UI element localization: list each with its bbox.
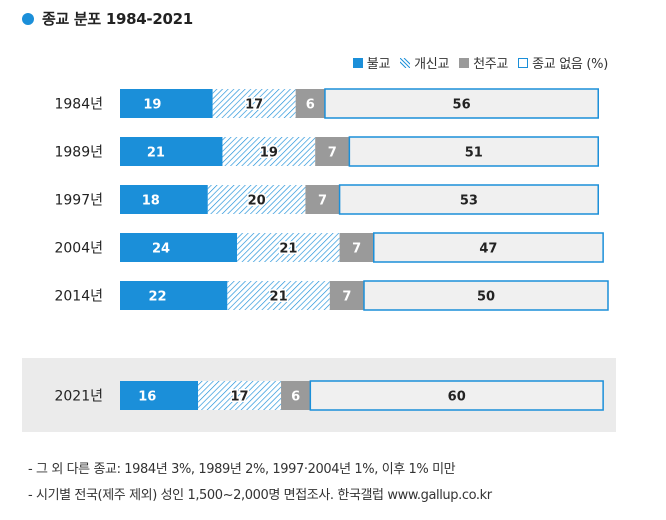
legend-swatch-gray-icon xyxy=(459,57,470,68)
bar-catholic xyxy=(295,89,325,118)
data-label-none: 47 xyxy=(479,242,497,257)
bar-none xyxy=(309,380,604,411)
legend-item-buddhism: 불교 xyxy=(352,53,391,72)
data-label-protestant: 17 xyxy=(245,98,263,113)
bar-none xyxy=(324,88,599,119)
bar-buddhism xyxy=(120,381,199,410)
y-tick-label: 2021년 xyxy=(54,389,103,405)
data-label-buddhism: 18 xyxy=(142,194,160,209)
data-label-catholic: 7 xyxy=(328,146,337,161)
footnote-other-religions: - 그 외 다른 종교: 1984년 3%, 1989년 2%, 1997·20… xyxy=(28,462,456,477)
bar-catholic xyxy=(281,381,311,410)
y-tick-label: 2004년 xyxy=(54,241,103,257)
bar-none xyxy=(373,232,604,263)
bar-none xyxy=(348,136,599,167)
data-label-none: 56 xyxy=(453,98,471,113)
bar-catholic xyxy=(339,233,374,262)
data-label-buddhism: 16 xyxy=(138,390,156,405)
data-label-none: 50 xyxy=(477,290,495,305)
legend-item-catholic: 천주교 xyxy=(459,53,508,72)
bar-protestant xyxy=(198,381,282,410)
footnote-source: - 시기별 전국(제주 제외) 성인 1,500~2,000명 면접조사. 한국… xyxy=(28,488,492,503)
bar-protestant xyxy=(207,185,306,214)
legend-swatch-solid-icon xyxy=(352,57,363,68)
bar-protestant xyxy=(237,233,340,262)
data-label-protestant: 20 xyxy=(248,194,266,209)
legend-item-none: 종교 없음 (%) xyxy=(518,53,608,72)
data-label-buddhism: 24 xyxy=(152,242,170,257)
data-label-catholic: 7 xyxy=(352,242,361,257)
bar-none xyxy=(338,184,599,215)
bar-buddhism xyxy=(120,281,228,310)
bar-buddhism xyxy=(120,137,223,166)
bar-protestant xyxy=(227,281,330,310)
data-label-protestant: 21 xyxy=(279,242,297,257)
data-label-buddhism: 19 xyxy=(143,98,161,113)
bar-protestant xyxy=(212,89,296,118)
y-tick-label: 2014년 xyxy=(54,289,103,305)
bar-protestant xyxy=(222,137,316,166)
legend-label-buddhism: 불교 xyxy=(366,57,391,72)
data-label-buddhism: 21 xyxy=(147,146,165,161)
bar-catholic xyxy=(315,137,350,166)
bar-buddhism xyxy=(120,89,213,118)
data-label-buddhism: 22 xyxy=(149,290,167,305)
data-label-catholic: 6 xyxy=(306,98,315,113)
data-label-protestant: 17 xyxy=(231,390,249,405)
bar-none xyxy=(363,280,609,311)
bar-buddhism xyxy=(120,233,238,262)
y-tick-label: 1997년 xyxy=(54,193,103,209)
data-label-catholic: 6 xyxy=(291,390,300,405)
legend: 불교 개신교 천주교 종교 없음 (%) xyxy=(343,53,608,72)
data-label-protestant: 19 xyxy=(260,146,278,161)
data-label-catholic: 7 xyxy=(318,194,327,209)
y-tick-label: 1984년 xyxy=(54,97,103,113)
bar-buddhism xyxy=(120,185,208,214)
legend-swatch-outline-icon xyxy=(518,57,529,68)
chart-title: 종교 분포 1984-2021 xyxy=(22,8,193,29)
title-bullet-icon xyxy=(22,12,34,25)
data-label-none: 60 xyxy=(448,390,466,405)
bar-catholic xyxy=(329,281,364,310)
legend-label-catholic: 천주교 xyxy=(473,57,509,72)
legend-label-none: 종교 없음 (%) xyxy=(532,57,608,72)
chart-title-text: 종교 분포 1984-2021 xyxy=(42,10,193,28)
data-label-protestant: 21 xyxy=(270,290,288,305)
data-label-catholic: 7 xyxy=(342,290,351,305)
legend-label-protestant: 개신교 xyxy=(414,57,450,72)
legend-swatch-hatch-icon xyxy=(400,57,411,68)
legend-item-protestant: 개신교 xyxy=(400,53,449,72)
data-label-none: 51 xyxy=(465,146,483,161)
data-label-none: 53 xyxy=(460,194,478,209)
y-tick-label: 1989년 xyxy=(54,145,103,161)
bar-catholic xyxy=(305,185,340,214)
